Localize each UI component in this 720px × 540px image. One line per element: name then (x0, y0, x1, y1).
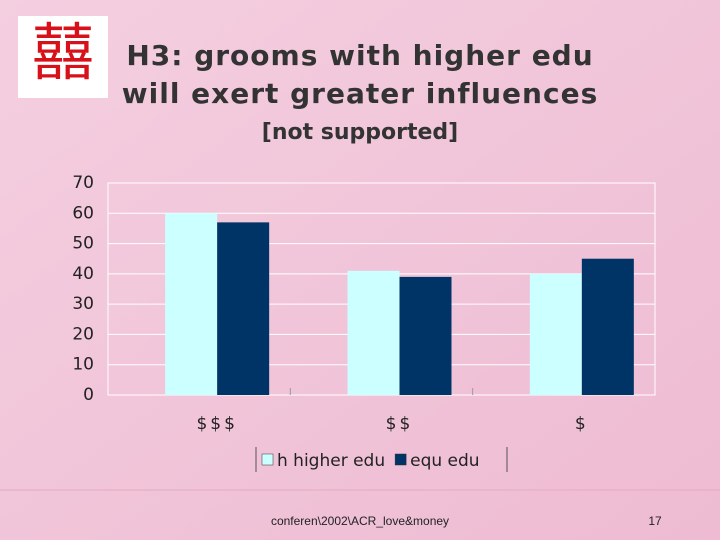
title-line: will exert greater influences (122, 77, 598, 110)
y-tick-label: 50 (72, 234, 94, 254)
y-tick-label: 10 (72, 355, 94, 375)
legend-swatch (394, 453, 407, 466)
legend-swatch (261, 453, 274, 466)
y-tick-label: 30 (72, 294, 94, 314)
bar (165, 213, 218, 395)
y-tick-label: 70 (72, 173, 94, 193)
page-number: 17 (648, 514, 662, 528)
bar (529, 273, 582, 395)
subtitle: [not supported] (262, 120, 458, 145)
y-tick-label: 20 (72, 324, 94, 344)
bar (399, 276, 452, 395)
logo-box (18, 16, 108, 98)
x-tick-label: $$ (386, 414, 414, 434)
bar (217, 222, 270, 395)
legend-label: equ edu (410, 451, 479, 471)
legend-label: h higher edu (277, 451, 385, 471)
x-tick-label: $ (575, 414, 589, 434)
x-tick-label: $$$ (196, 414, 237, 434)
y-tick-label: 60 (72, 203, 94, 223)
footer: conferen\2002\ACR_love&money (271, 514, 449, 528)
bar (347, 270, 400, 395)
bar (581, 258, 634, 395)
y-tick-label: 0 (83, 385, 94, 405)
y-tick-label: 40 (72, 264, 94, 284)
logo: 囍 (32, 16, 94, 89)
title-line: H3: grooms with higher edu (126, 39, 593, 72)
